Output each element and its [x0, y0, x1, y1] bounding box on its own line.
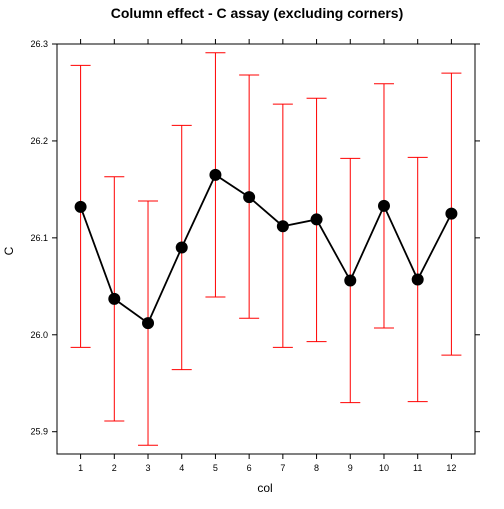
- x-tick-label: 3: [146, 463, 151, 473]
- chart-title: Column effect - C assay (excluding corne…: [111, 5, 404, 21]
- y-tick-label: 25.9: [30, 427, 48, 437]
- data-point: [108, 292, 121, 305]
- data-point: [74, 200, 87, 213]
- x-axis-label: col: [257, 481, 272, 495]
- data-point: [276, 220, 289, 233]
- data-point: [310, 213, 323, 226]
- data-point: [344, 274, 357, 287]
- x-tick-label: 6: [247, 463, 252, 473]
- y-tick-label: 26.0: [30, 330, 48, 340]
- x-tick-label: 12: [446, 463, 456, 473]
- y-axis-label: C: [2, 246, 16, 255]
- x-tick-label: 7: [280, 463, 285, 473]
- x-tick-label: 2: [112, 463, 117, 473]
- y-tick-label: 26.3: [30, 39, 48, 49]
- data-point: [175, 241, 188, 254]
- x-tick-label: 1: [78, 463, 83, 473]
- x-tick-label: 10: [379, 463, 389, 473]
- data-point: [243, 191, 256, 204]
- data-point: [377, 199, 390, 212]
- data-point: [445, 207, 458, 220]
- y-tick-label: 26.2: [30, 136, 48, 146]
- x-tick-label: 9: [348, 463, 353, 473]
- x-tick-label: 8: [314, 463, 319, 473]
- x-tick-label: 5: [213, 463, 218, 473]
- data-point: [209, 168, 222, 181]
- series-line: [79, 173, 453, 325]
- x-tick-label: 11: [413, 463, 422, 473]
- y-tick-label: 26.1: [30, 233, 48, 243]
- plot-frame: [56, 43, 476, 455]
- data-point: [411, 273, 424, 286]
- data-point: [142, 317, 155, 330]
- x-tick-label: 4: [179, 463, 184, 473]
